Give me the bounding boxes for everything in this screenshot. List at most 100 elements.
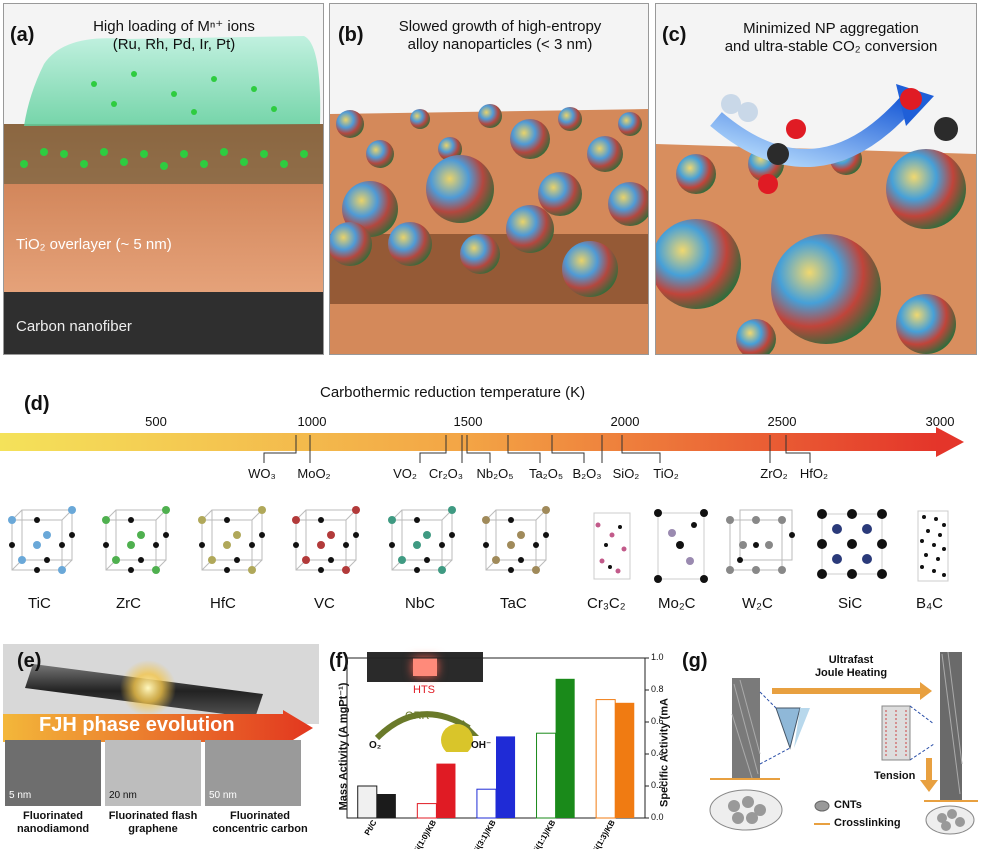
crystal-zrc bbox=[102, 506, 170, 574]
tem-scale-2: 20 nm bbox=[109, 790, 137, 801]
panel-a-layer-carbon: Carbon nanofiber bbox=[16, 318, 132, 335]
oxide-ta2o5: Ta₂O₅ bbox=[528, 466, 564, 481]
oxide-zro2: ZrO₂ bbox=[760, 466, 788, 481]
panel-e: FJH phase evolution (e) 5 nm 20 nm 50 nm… bbox=[3, 644, 319, 849]
hts-glow bbox=[413, 658, 437, 676]
oxide-vo2: VO₂ bbox=[393, 466, 417, 481]
legend-cnts: CNTs bbox=[834, 799, 862, 811]
panel-e-illustration bbox=[3, 644, 319, 724]
panel-c-label: (c) bbox=[662, 24, 687, 46]
tick-3000: 3000 bbox=[925, 414, 955, 429]
fjh-banner-arrow bbox=[3, 710, 313, 746]
fjh-banner-text: FJH phase evolution bbox=[39, 714, 235, 736]
tem-caption-1b: nanodiamond bbox=[16, 823, 90, 835]
panel-c-title-1: Minimized NP aggregation bbox=[743, 20, 919, 37]
arrow-label-tension: Tension bbox=[874, 770, 916, 782]
tem-caption-3a: Fluorinated bbox=[230, 810, 290, 822]
panel-a-layer-tio2: TiO₂ overlayer (~ 5 nm) bbox=[16, 236, 172, 253]
right-tick-10: 1.0 bbox=[651, 652, 664, 662]
hts-image bbox=[367, 652, 483, 682]
tem-image-2: 20 nm bbox=[105, 740, 201, 806]
carbide-tac: TaC bbox=[500, 595, 527, 612]
crystal-cr3c2 bbox=[593, 512, 631, 580]
carbide-b4c: B₄C bbox=[916, 595, 943, 612]
oxide-hfo2: HfO₂ bbox=[799, 466, 829, 481]
carbide-tic: TiC bbox=[28, 595, 51, 612]
tick-500: 500 bbox=[145, 414, 167, 429]
mass-specific-activity-chart: Pt/C PtNi(1:0)/KB PtNi(3:1)/KB PtNi(1:1)/KB… bbox=[346, 657, 649, 849]
bar-specific-4 bbox=[615, 702, 635, 818]
panel-d-label: (d) bbox=[24, 393, 50, 415]
oxide-nb2o5: Nb₂O₅ bbox=[476, 466, 514, 481]
panel-c-title-2: and ultra-stable CO₂ conversion bbox=[724, 38, 938, 55]
tick-2000: 2000 bbox=[610, 414, 640, 429]
tick-2500: 2500 bbox=[767, 414, 797, 429]
crystal-mo2c bbox=[654, 509, 708, 583]
tem-caption-2a: Fluorinated flash bbox=[108, 810, 198, 822]
carbide-nbc: NbC bbox=[405, 595, 436, 612]
bar-specific-0 bbox=[376, 794, 396, 818]
oxide-moo2: MoO₂ bbox=[297, 466, 331, 481]
oxide-cr2o3: Cr₂O₃ bbox=[428, 466, 464, 481]
carbide-mo2c: Mo₂C bbox=[658, 595, 696, 612]
tem-scale-3: 50 nm bbox=[209, 790, 237, 801]
oxide-leader-lines bbox=[263, 435, 811, 463]
bar-mass-3 bbox=[536, 732, 557, 819]
o2-label: O₂ bbox=[369, 740, 382, 751]
temperature-bar bbox=[0, 427, 964, 457]
tem-image-3: 50 nm bbox=[205, 740, 301, 806]
panel-g-label: (g) bbox=[682, 650, 708, 672]
bar-specific-2 bbox=[496, 736, 516, 818]
legend-crosslinking: Crosslinking bbox=[834, 817, 901, 829]
category-label-2: PtNi(3:1)/KB bbox=[467, 818, 498, 849]
arrow-label-ultrafast: Ultrafast bbox=[828, 654, 874, 666]
tem-caption-3b: concentric carbon bbox=[212, 823, 308, 835]
carbide-vc: VC bbox=[314, 595, 335, 612]
hts-label: HTS bbox=[413, 684, 435, 696]
bar-mass-4 bbox=[595, 699, 616, 819]
right-tick-06: 0.6 bbox=[651, 716, 664, 726]
tem-caption-1a: Fluorinated bbox=[23, 810, 83, 822]
carbide-cr3c2: Cr₃C₂ bbox=[587, 595, 626, 612]
crystal-tic bbox=[8, 506, 76, 574]
tick-1000: 1000 bbox=[297, 414, 327, 429]
panel-b: (b) Slowed growth of high-entropy alloy … bbox=[329, 3, 649, 355]
crystal-b4c bbox=[917, 510, 949, 582]
oxide-b2o3: B₂O₃ bbox=[572, 466, 602, 481]
category-label-3: PtNi(1:1)/KB bbox=[526, 818, 557, 849]
crystal-tac bbox=[482, 506, 550, 574]
bar-specific-1 bbox=[436, 763, 456, 818]
oh-label: OH⁻ bbox=[471, 740, 492, 751]
bar-mass-2 bbox=[476, 788, 497, 819]
panel-b-illustration bbox=[330, 4, 648, 354]
panel-a-title-1: High loading of Mⁿ⁺ ions bbox=[93, 18, 255, 35]
crystal-w2c bbox=[726, 509, 795, 574]
right-tick-00: 0.0 bbox=[651, 812, 664, 822]
panel-a-illustration bbox=[4, 4, 323, 354]
tick-1500: 1500 bbox=[453, 414, 483, 429]
oxide-wo3: WO₃ bbox=[248, 466, 276, 481]
right-tick-04: 0.4 bbox=[651, 748, 664, 758]
category-label-0: Pt/C bbox=[363, 818, 379, 837]
tem-scale-1: 5 nm bbox=[9, 790, 32, 801]
oxide-tio2: TiO₂ bbox=[653, 466, 679, 481]
crystal-sic bbox=[817, 509, 887, 579]
panel-f: (f) HTS ORR O₂ OH⁻ Mass Activity (A mgPt… bbox=[325, 644, 671, 849]
panel-e-label: (e) bbox=[17, 650, 42, 672]
right-tick-02: 0.2 bbox=[651, 780, 664, 790]
panel-a: (a) High loading of Mⁿ⁺ ions (Ru, Rh, Pd… bbox=[3, 3, 324, 355]
crystal-hfc bbox=[198, 506, 266, 574]
bar-specific-3 bbox=[555, 678, 575, 818]
oxide-sio2: SiO₂ bbox=[612, 466, 640, 481]
carbide-sic: SiC bbox=[838, 595, 863, 612]
panel-a-title-2: (Ru, Rh, Pd, Ir, Pt) bbox=[112, 36, 236, 53]
panel-b-title-1: Slowed growth of high-entropy bbox=[398, 18, 602, 35]
bar-mass-0 bbox=[357, 785, 378, 819]
panel-c: (c) Minimized NP aggregation and ultra-s… bbox=[655, 3, 977, 355]
arrow-label-joule: Joule Heating bbox=[814, 667, 888, 679]
bar-mass-1 bbox=[416, 803, 437, 819]
category-label-4: PtNi(1:3)/KB bbox=[586, 818, 617, 849]
panel-f-label: (f) bbox=[329, 650, 349, 672]
panel-d-axis-title: Carbothermic reduction temperature (K) bbox=[320, 384, 586, 401]
carbide-hfc: HfC bbox=[210, 595, 236, 612]
